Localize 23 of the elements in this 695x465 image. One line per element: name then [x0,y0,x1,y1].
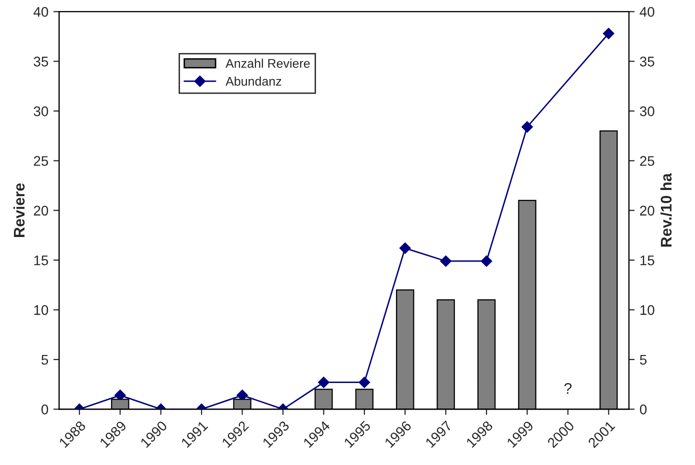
y2-tick-label: 10 [640,305,654,315]
y-tick-label: 5 [41,354,48,365]
y2-tick-label: 15 [640,256,654,266]
y2-tick-label: 25 [640,156,654,166]
legend-label: Abundanz [226,76,282,86]
annotation: ? [564,383,572,394]
y-tick-label: 40 [34,6,48,17]
y-tick-label: 15 [34,256,48,266]
y2-axis-title: Rev./10 ha [660,173,672,247]
y2-tick-label: 40 [640,6,654,17]
legend-label: Anzahl Reviere [226,58,310,68]
y-tick-label: 20 [34,206,48,216]
y-tick-label: 25 [34,156,48,166]
y2-tick-label: 5 [640,354,647,365]
y2-tick-label: 20 [640,206,654,216]
y2-tick-label: 35 [640,56,654,66]
y-tick-label: 30 [34,106,48,116]
y-tick-label: 10 [34,305,48,315]
y-tick-label: 0 [41,404,48,414]
y2-tick-label: 0 [640,404,647,414]
y-axis-title: Reviere [13,183,25,237]
y-tick-label: 35 [34,56,48,66]
y2-tick-label: 30 [640,106,654,116]
